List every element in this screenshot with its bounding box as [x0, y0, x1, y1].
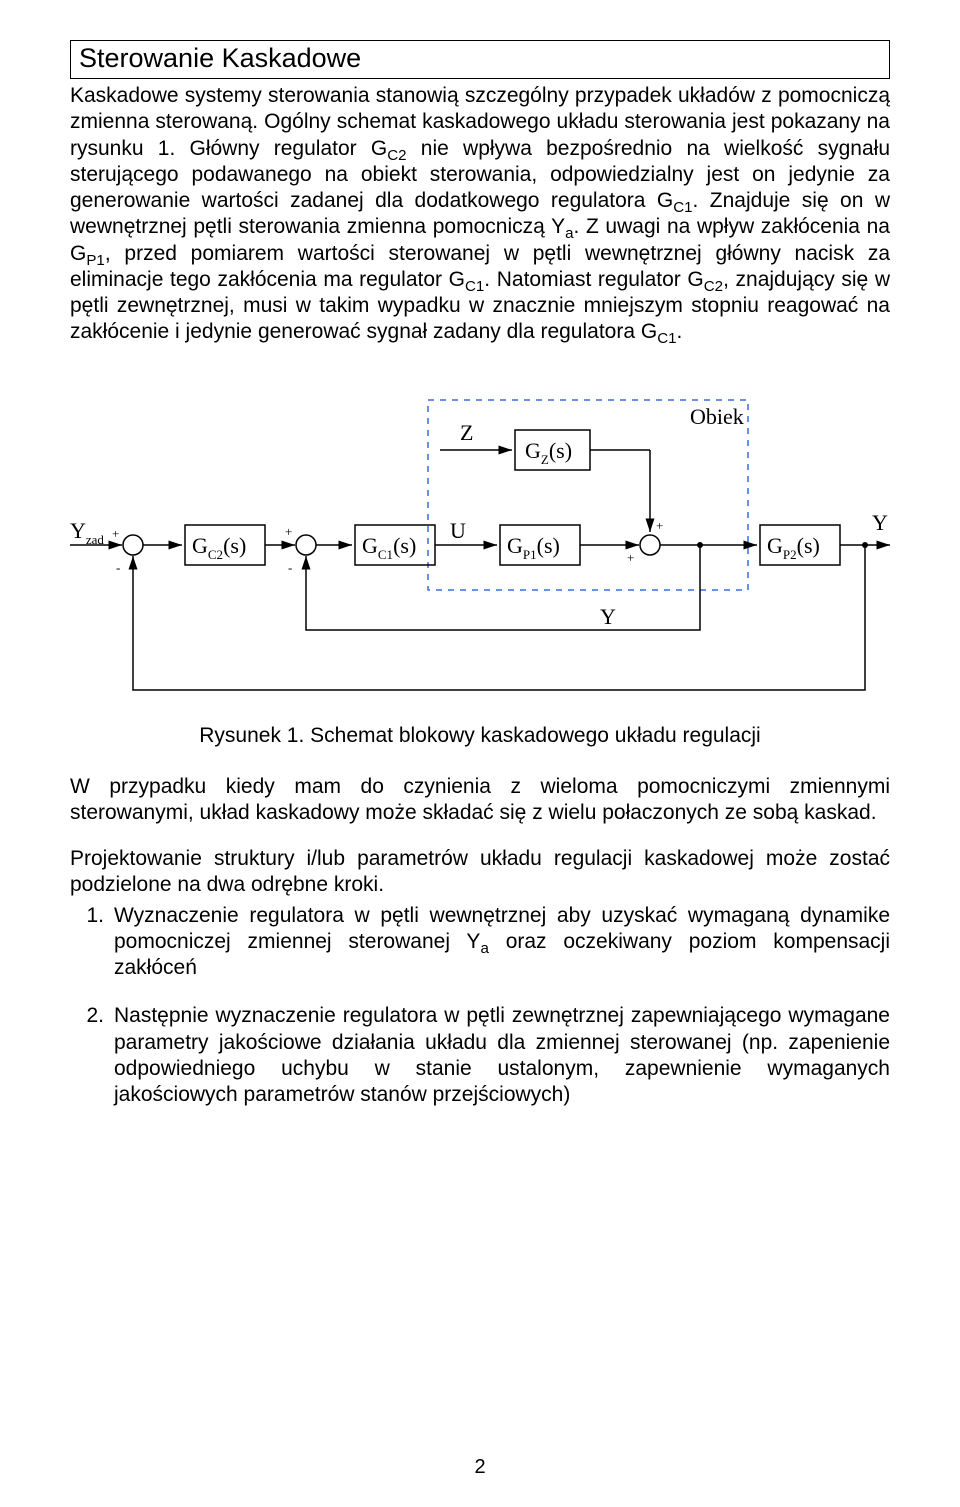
paragraph-2: W przypadku kiedy mam do czynienia z wie… [70, 774, 890, 827]
u-label: U [450, 518, 466, 543]
y-label: Y [872, 510, 888, 535]
figure-1: Obiek Z GZ(s) + Yzad + GC2(s) + [70, 380, 890, 748]
figure-caption: Rysunek 1. Schemat blokowy kaskadowego u… [70, 724, 890, 748]
sum1-plus: + [112, 526, 119, 541]
sum2-plus-top: + [656, 518, 663, 533]
sumouter-minus: - [116, 560, 120, 575]
title-box: Sterowanie Kaskadowe [70, 40, 890, 79]
sum-outer [123, 535, 143, 555]
obiek-label: Obiek [690, 404, 744, 429]
step-2-text: Następnie wyznaczenie regulatora w pętli… [114, 1003, 890, 1108]
sum2-plus-r: + [627, 550, 634, 565]
paragraph-3: Projektowanie struktury i/lub parametrów… [70, 846, 890, 899]
sum2-plus-l: + [285, 524, 292, 539]
yzad-label: Yzad [70, 518, 104, 547]
sum-dist [640, 535, 660, 555]
z-label: Z [460, 420, 473, 445]
block-diagram: Obiek Z GZ(s) + Yzad + GC2(s) + [70, 380, 890, 710]
sum-inner [296, 535, 316, 555]
gc1-text: GC1(s) [362, 533, 416, 562]
step-1: 1. Wyznaczenie regulatora w pętli wewnęt… [70, 903, 890, 982]
paragraph-1: Kaskadowe systemy sterowania stanowią sz… [70, 83, 890, 346]
gz-text: GZ(s) [525, 438, 572, 467]
suminner-minus: - [288, 560, 292, 575]
step-2-num: 2. [70, 1003, 114, 1108]
ya-label: Y [600, 604, 616, 629]
gc2-text: GC2(s) [192, 533, 246, 562]
step-1-text: Wyznaczenie regulatora w pętli wewnętrzn… [114, 903, 890, 982]
step-2: 2. Następnie wyznaczenie regulatora w pę… [70, 1003, 890, 1108]
gp1-text: GP1(s) [507, 533, 560, 562]
page-number: 2 [0, 1456, 960, 1479]
gp2-text: GP2(s) [767, 533, 820, 562]
step-1-num: 1. [70, 903, 114, 982]
outer-feedback [133, 545, 865, 690]
page-title: Sterowanie Kaskadowe [79, 43, 361, 73]
